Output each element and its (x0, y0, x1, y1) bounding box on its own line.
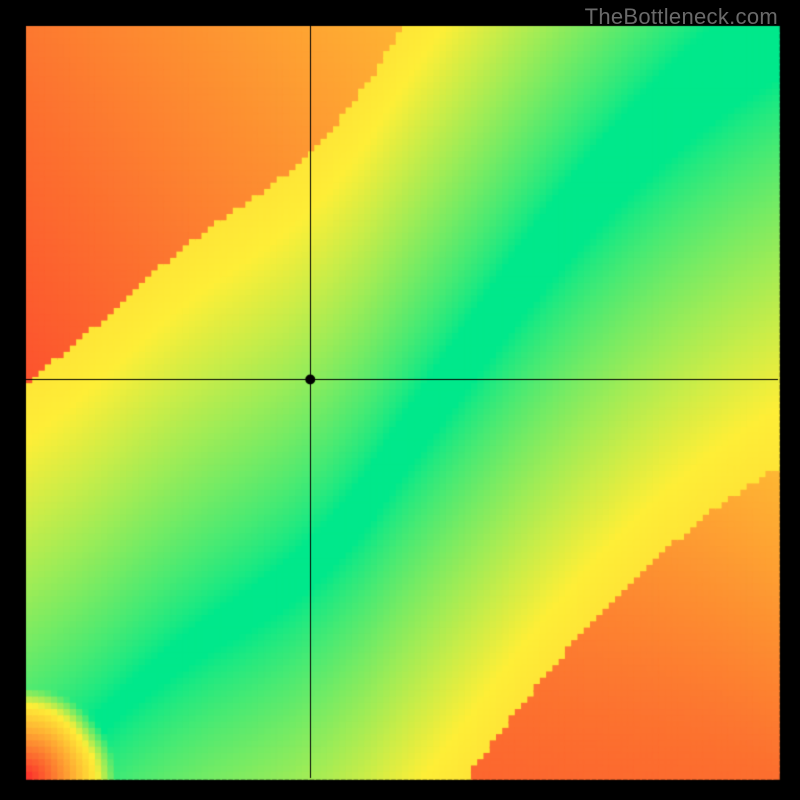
watermark-text: TheBottleneck.com (585, 4, 778, 30)
chart-container: TheBottleneck.com (0, 0, 800, 800)
heatmap-canvas (0, 0, 800, 800)
